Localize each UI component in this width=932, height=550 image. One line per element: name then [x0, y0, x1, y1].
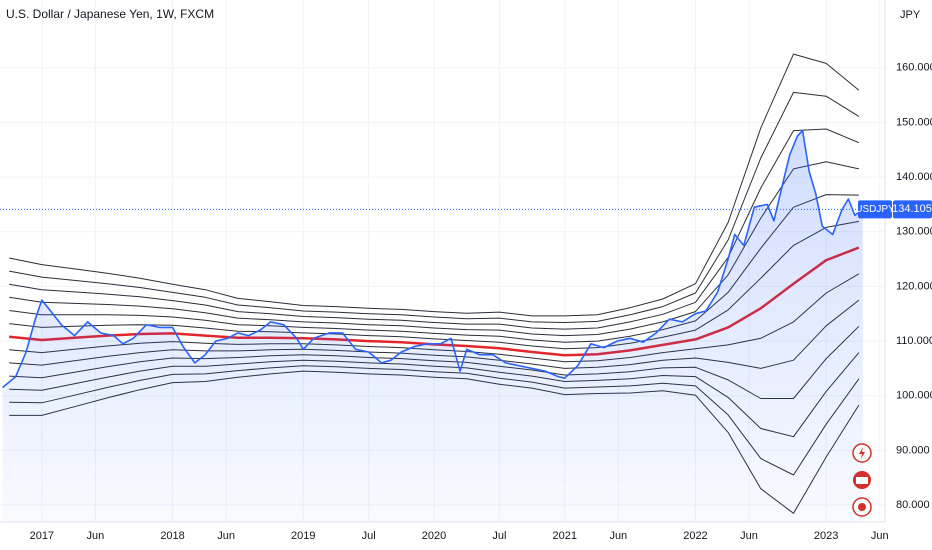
- x-tick-label: 2020: [422, 530, 446, 542]
- axes: 2017 Jun 2018 Jun 2019 Jul 2020 Jul 2021 Jun 2022 J…: [30, 62, 932, 542]
- x-tick-label: Jun: [609, 530, 627, 542]
- x-tick-label: 2019: [291, 530, 315, 542]
- y-tick-label: 140.000: [896, 171, 932, 183]
- chart-title: U.S. Dollar / Japanese Yen, 1W, FXCM: [6, 7, 214, 21]
- series-label-box: [858, 200, 892, 219]
- icon: [858, 503, 866, 511]
- y-tick-label: 130.000: [896, 226, 932, 238]
- x-tick-label: 2021: [552, 530, 576, 542]
- x-tick-label: Jul: [362, 530, 376, 542]
- band-line: [9, 128, 860, 330]
- y-tick-label: 80.000: [896, 499, 930, 511]
- y-tick-label: 120.000: [896, 280, 932, 292]
- x-tick-label: 2023: [814, 530, 838, 542]
- last-price-box: [893, 200, 932, 219]
- y-tick-label: 110.000: [896, 335, 932, 347]
- y-tick-label: 100.000: [896, 390, 932, 402]
- x-tick-label: Jun: [871, 530, 889, 542]
- y-tick-label: 90.000: [896, 444, 930, 456]
- band-line: [9, 161, 860, 337]
- price-line: [2, 129, 864, 389]
- x-tick-label: Jun: [217, 530, 235, 542]
- y-tick-label: 160.000: [896, 62, 932, 74]
- icon: [859, 447, 865, 459]
- x-tick-label: 2018: [160, 530, 184, 542]
- x-tick-label: 2017: [30, 530, 54, 542]
- plot: [0, 53, 885, 522]
- x-tick-label: 2022: [683, 530, 707, 542]
- last-price-label: 134.105: [892, 203, 932, 215]
- y-axis-label: JPY: [900, 9, 921, 21]
- x-tick-label: Jul: [492, 530, 506, 542]
- y-tick-label: 150.000: [896, 116, 932, 128]
- price-area: [2, 130, 863, 522]
- icon: [856, 477, 868, 484]
- x-tick-label: Jun: [740, 530, 758, 542]
- series-label: USDJPY: [855, 204, 895, 215]
- icons: [852, 443, 872, 517]
- band-line: [9, 53, 860, 317]
- band-line: [9, 91, 860, 323]
- x-tick-label: Jun: [87, 530, 105, 542]
